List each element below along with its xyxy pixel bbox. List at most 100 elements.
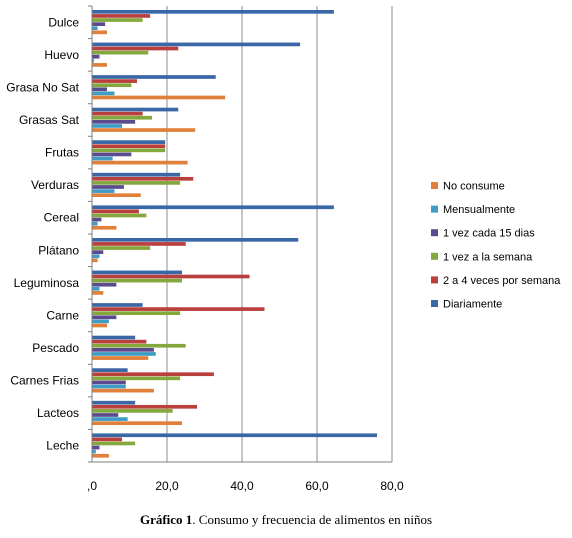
bar: [92, 413, 119, 417]
bar: [92, 225, 117, 230]
bar: [92, 453, 109, 458]
bar: [92, 433, 377, 438]
bar: [92, 42, 301, 47]
category-label: Verduras: [31, 178, 79, 192]
bar: [92, 246, 151, 250]
bar: [92, 270, 182, 275]
legend-swatch: [431, 229, 438, 237]
bar: [92, 303, 143, 307]
bar: [92, 189, 115, 193]
bar: [92, 311, 181, 316]
bar: [92, 176, 194, 181]
bar: [92, 352, 156, 356]
bar: [92, 307, 265, 311]
bar: [92, 140, 166, 144]
bar: [92, 404, 197, 409]
category-label: Frutas: [45, 146, 79, 160]
bar: [92, 75, 216, 79]
x-tick-label: ,0: [87, 479, 97, 493]
bar: [92, 319, 109, 324]
bar: [92, 160, 188, 165]
bar: [92, 193, 141, 198]
bar: [92, 54, 100, 59]
category-label: Cereal: [44, 211, 79, 225]
bar: [92, 83, 132, 88]
bar: [92, 237, 299, 242]
bar: [92, 181, 181, 185]
bar: [92, 242, 186, 246]
legend-label: 1 vez a la semana: [443, 251, 533, 263]
grid-lines: [166, 6, 393, 462]
bar: [92, 400, 136, 405]
bar: [92, 417, 128, 421]
bar: [92, 258, 98, 263]
bar: [92, 115, 152, 120]
bar: [92, 46, 179, 51]
bar: [92, 107, 179, 112]
bar: [92, 205, 334, 210]
bar: [92, 441, 136, 446]
legend-swatch: [431, 182, 438, 189]
bar: [92, 445, 100, 450]
category-label: Plátano: [38, 243, 79, 257]
bar: [92, 26, 98, 31]
bar: [92, 9, 334, 14]
bar: [92, 356, 149, 360]
bar: [92, 30, 107, 35]
bar: [92, 437, 122, 442]
caption-label: Gráfico 1: [139, 512, 193, 527]
axes: [88, 5, 392, 463]
bar: [92, 95, 226, 100]
bar: [92, 274, 250, 279]
bar: [92, 63, 107, 67]
bar: [92, 335, 136, 340]
bar-chart: Dulce Huevo Grasa No Sat Grasas Sat Frutas Ve…: [6, 5, 561, 493]
bar: [92, 339, 147, 344]
tick-labels: ,0 20,0 40,0 60,0 80,0: [87, 479, 404, 493]
bar: [92, 384, 126, 389]
category-label: Leguminosa: [14, 276, 80, 290]
bar: [92, 323, 107, 328]
bar: [92, 120, 136, 124]
x-tick-label: 60,0: [305, 479, 329, 493]
bar: [92, 250, 104, 254]
bar: [92, 380, 126, 385]
legend-swatch: [431, 205, 438, 213]
bar: [92, 144, 166, 149]
category-label: Grasas Sat: [19, 113, 80, 127]
bar: [92, 286, 100, 291]
bar: [92, 282, 117, 287]
bar: [92, 421, 182, 426]
bar: [92, 91, 115, 96]
bar: [92, 278, 182, 283]
bar: [92, 372, 214, 377]
bar: [92, 449, 96, 454]
bar: [92, 148, 166, 153]
legend-swatch: [431, 276, 438, 284]
legend-label: Diariamente: [443, 299, 502, 311]
category-label: Pescado: [32, 341, 79, 355]
bar: [92, 50, 149, 55]
bar: [92, 156, 113, 161]
caption-text: . Consumo y frecuencia de alimentos en n…: [192, 512, 433, 527]
category-label: Carnes Frias: [10, 374, 79, 388]
bar: [92, 87, 107, 92]
x-tick-label: 20,0: [155, 479, 179, 493]
bar: [92, 18, 143, 22]
category-labels: Dulce Huevo Grasa No Sat Grasas Sat Frutas Ve…: [6, 15, 79, 452]
bar: [92, 124, 122, 128]
bar: [92, 58, 94, 63]
bar: [92, 209, 139, 214]
bar: [92, 315, 117, 320]
category-label: Huevo: [44, 48, 79, 62]
legend-swatch: [431, 300, 438, 307]
bar: [92, 14, 151, 18]
bar: [92, 213, 147, 218]
bar: [92, 388, 154, 393]
bar: [92, 128, 196, 132]
bars: [92, 9, 377, 458]
bar: [92, 409, 173, 413]
bar: [92, 152, 132, 157]
bar: [92, 79, 137, 83]
bar: [92, 22, 106, 26]
